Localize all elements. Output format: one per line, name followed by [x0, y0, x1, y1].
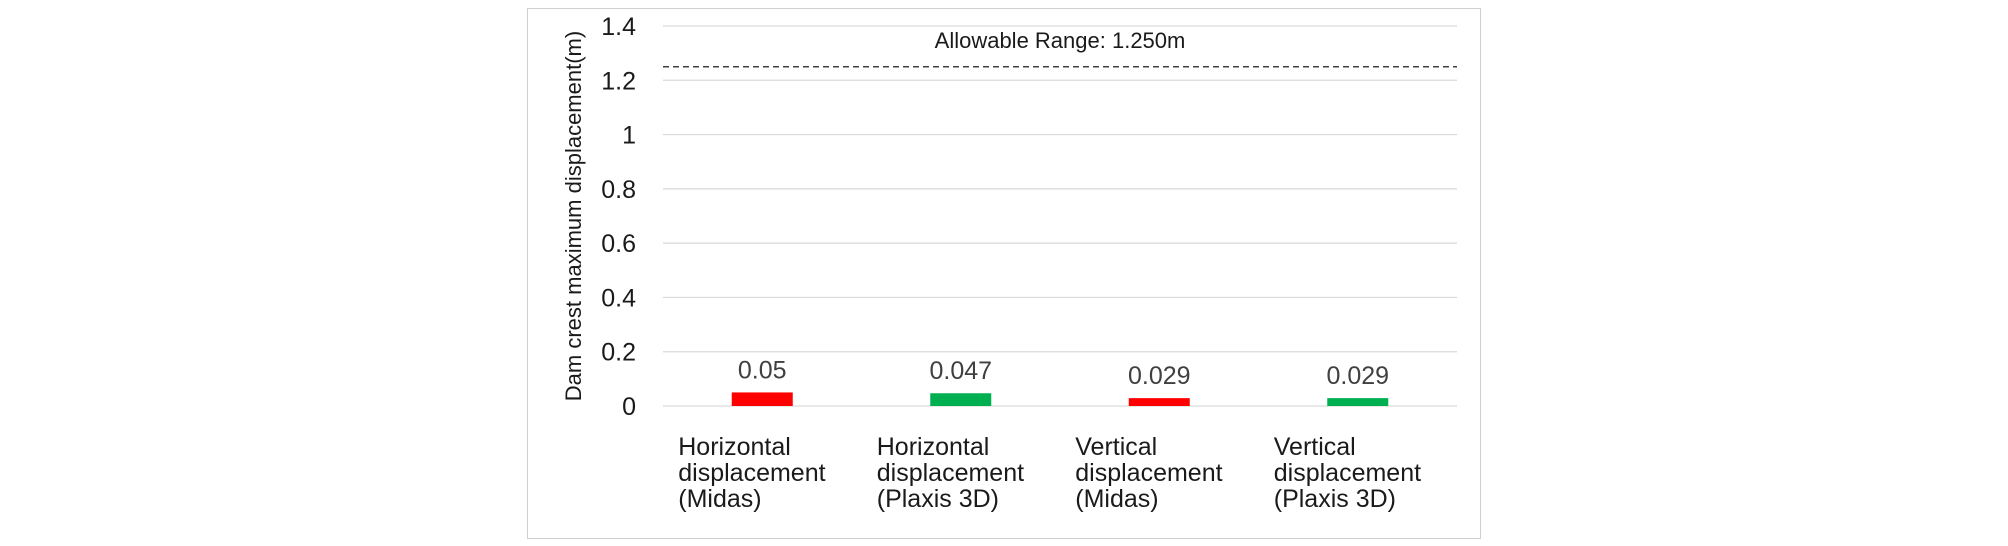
x-category-label: (Plaxis 3D) [877, 485, 999, 513]
data-label: 0.047 [929, 357, 992, 385]
data-label: 0.029 [1128, 362, 1191, 390]
x-category-label: Horizontal [877, 433, 990, 461]
chart-frame [527, 8, 1481, 539]
bar [1327, 398, 1389, 406]
x-category-label: Vertical [1274, 433, 1356, 461]
y-tick-label: 0.2 [601, 339, 636, 367]
y-tick-label: 1.4 [601, 13, 636, 41]
y-tick-label: 1.2 [601, 67, 636, 95]
x-category-label: displacement [678, 459, 825, 487]
x-category-label: (Midas) [678, 485, 761, 513]
y-axis-title: Dam crest maximum displacement(m) [561, 31, 586, 401]
x-category-label: displacement [1075, 459, 1222, 487]
y-tick-label: 0 [622, 393, 636, 421]
y-tick-label: 1 [622, 122, 636, 150]
x-category-label: (Midas) [1075, 485, 1158, 513]
x-category-label: (Plaxis 3D) [1274, 485, 1396, 513]
bar [930, 393, 992, 406]
allowable-range-label: Allowable Range: 1.250m [935, 28, 1186, 53]
x-category-label: displacement [1274, 459, 1421, 487]
x-category-label: Vertical [1075, 433, 1157, 461]
y-tick-label: 0.6 [601, 230, 636, 258]
x-category-label: displacement [877, 459, 1024, 487]
bar [731, 392, 793, 406]
data-label: 0.029 [1326, 362, 1389, 390]
y-tick-label: 0.8 [601, 176, 636, 204]
bar [1128, 398, 1190, 406]
y-tick-label: 0.4 [601, 284, 636, 312]
x-category-label: Horizontal [678, 433, 791, 461]
data-label: 0.05 [738, 356, 787, 384]
